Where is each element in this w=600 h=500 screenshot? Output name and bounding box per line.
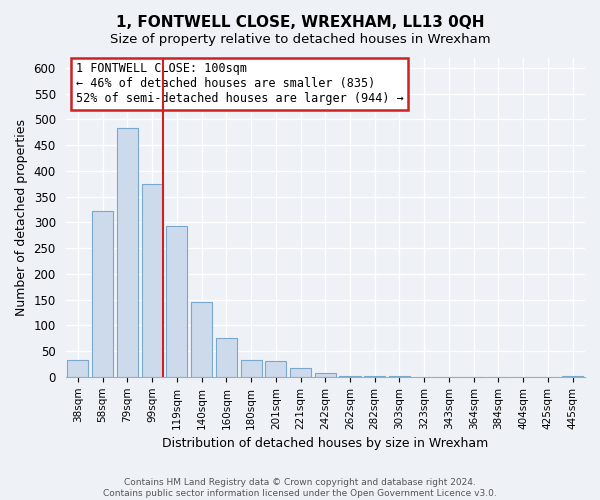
Y-axis label: Number of detached properties: Number of detached properties: [15, 118, 28, 316]
Text: Contains HM Land Registry data © Crown copyright and database right 2024.
Contai: Contains HM Land Registry data © Crown c…: [103, 478, 497, 498]
Text: 1 FONTWELL CLOSE: 100sqm
← 46% of detached houses are smaller (835)
52% of semi-: 1 FONTWELL CLOSE: 100sqm ← 46% of detach…: [76, 62, 404, 106]
Bar: [340, 376, 361, 377]
Bar: [191, 302, 212, 377]
X-axis label: Distribution of detached houses by size in Wrexham: Distribution of detached houses by size …: [162, 437, 488, 450]
Bar: [290, 368, 311, 377]
Bar: [166, 226, 187, 377]
Bar: [92, 211, 113, 377]
Bar: [241, 360, 262, 377]
Text: Size of property relative to detached houses in Wrexham: Size of property relative to detached ho…: [110, 32, 490, 46]
Bar: [389, 376, 410, 377]
Bar: [265, 362, 286, 377]
Text: 1, FONTWELL CLOSE, WREXHAM, LL13 0QH: 1, FONTWELL CLOSE, WREXHAM, LL13 0QH: [116, 15, 484, 30]
Bar: [364, 376, 385, 377]
Bar: [315, 372, 336, 377]
Bar: [117, 128, 138, 377]
Bar: [67, 360, 88, 377]
Bar: [142, 184, 163, 377]
Bar: [562, 376, 583, 377]
Bar: [216, 338, 237, 377]
